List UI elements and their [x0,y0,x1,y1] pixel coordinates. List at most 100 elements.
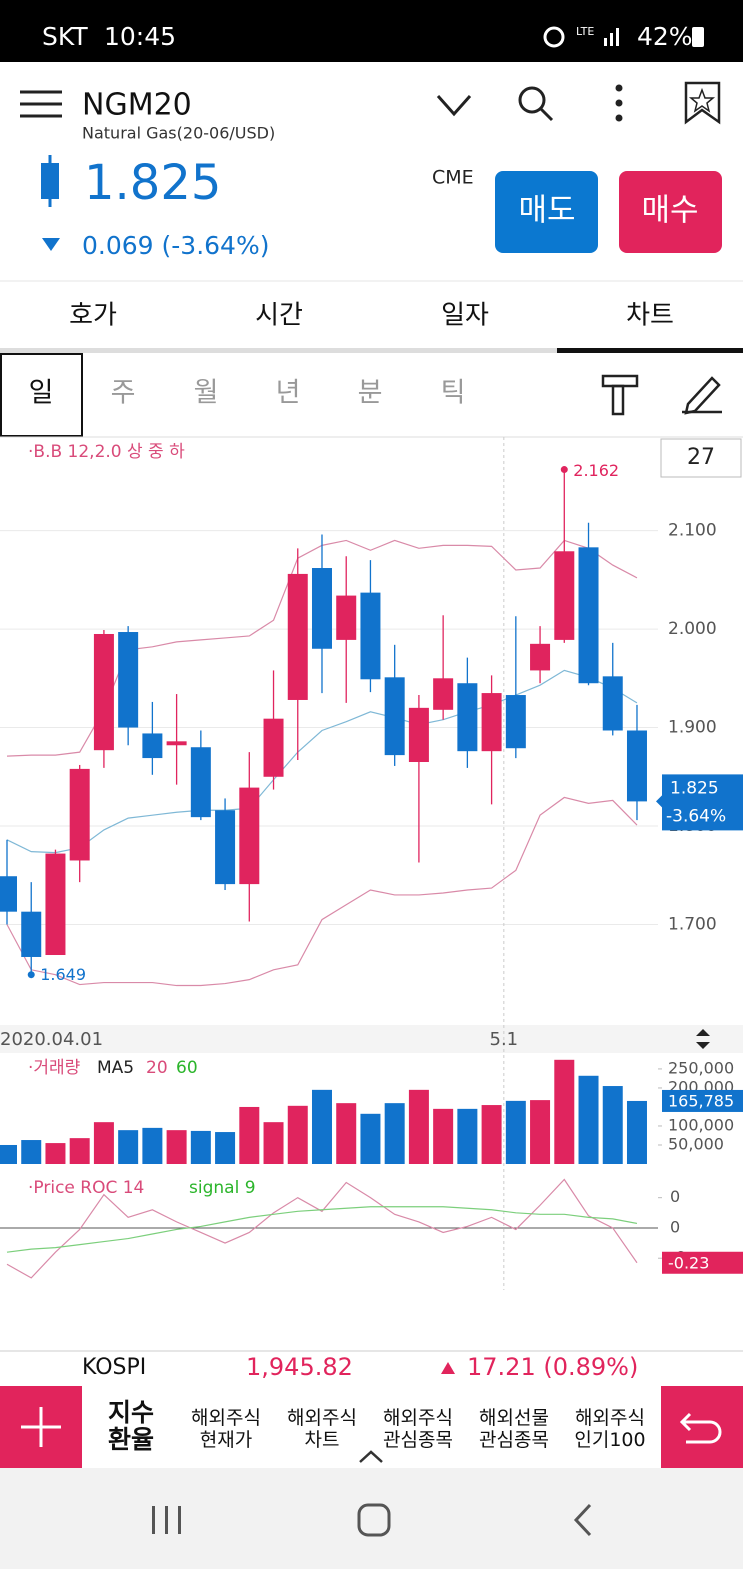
volume-bar [554,1059,575,1164]
volume-bar [21,1140,42,1164]
roc-last: -0.23 [668,1253,709,1272]
volume-bar [457,1108,478,1164]
roc-badge [662,1251,743,1274]
last-change: -3.64% [666,806,726,826]
indicator-tool-icon[interactable] [601,374,639,416]
candle-body [408,707,429,763]
system-nav [0,1468,743,1569]
candle-body [45,853,66,956]
period[interactable]: 주 [111,378,136,409]
period[interactable]: 분 [358,378,383,409]
candle-body [578,547,599,684]
tab[interactable]: 일자 [441,301,489,331]
back-icon [679,1412,722,1444]
carrier: SKT [42,22,88,51]
more-icon[interactable] [615,84,623,122]
period[interactable]: 월 [194,378,219,409]
down-arrow [42,238,60,251]
nav-item-line: 해외선물 [479,1407,549,1429]
up-arrow [441,1362,455,1374]
tab[interactable]: 호가 [69,301,117,331]
volume-bar [336,1103,357,1164]
tab[interactable]: 차트 [626,301,674,331]
back-nav-icon[interactable] [573,1503,592,1537]
search-icon[interactable] [518,86,554,122]
resize-icon[interactable] [696,1029,710,1049]
expand-icon[interactable] [359,1450,383,1463]
y-tick-label: 0 [670,1217,680,1236]
sell-button[interactable] [495,171,598,253]
tab-track [0,348,743,353]
ticker-value: 1,945.82 [246,1353,353,1381]
exchange: CME [432,167,474,189]
nav-item[interactable]: 해외주식 인기100 [574,1407,645,1451]
bb-label: ·B.B 12,2.0 상 중 하 [28,442,185,462]
y-tick-label: 1.700 [668,914,717,934]
clock: 10:45 [104,22,176,51]
candle-body [626,730,647,802]
candle-body [457,683,478,752]
badge-pointer [656,795,662,808]
ticker-change: 17.21 (0.89%) [467,1353,638,1381]
nav-item[interactable]: 해외주식 관심종목 [383,1407,453,1451]
date-label: 5.1 [490,1029,519,1050]
date-row [0,1025,743,1053]
nav-item[interactable]: 해외주식 차트 [287,1407,357,1451]
high-marker [560,466,568,474]
candle-body [554,551,575,640]
menu-icon[interactable] [20,90,62,118]
back-button[interactable] [661,1386,743,1468]
candle-body [118,632,139,728]
volume-ma20: 20 [146,1058,168,1078]
period-selected[interactable] [0,353,83,437]
date-label: 2020.04.01 [0,1029,103,1050]
nav-item[interactable]: 해외주식 현재가 [191,1407,261,1451]
period[interactable]: 년 [276,378,301,409]
recents-icon[interactable] [152,1506,181,1534]
volume-bar [142,1127,163,1164]
volume-bar [93,1122,114,1164]
battery: 42% [637,22,693,51]
nav-item[interactable]: 해외선물 관심종목 [479,1407,549,1451]
candle-body [433,678,454,710]
volume-label: ·거래량 [28,1058,81,1078]
candle-body [481,693,502,752]
candle-body [505,695,526,749]
candle-icon [41,155,59,207]
volume-bar [190,1130,211,1164]
instrument-name: Natural Gas(20-06/USD) [82,124,275,143]
nav-item-line: 관심종목 [479,1429,549,1451]
buy-button[interactable] [619,171,722,253]
volume-bar [530,1100,551,1164]
sell-label: 매도 [518,193,575,229]
count-box[interactable] [660,438,742,478]
candle-body [215,810,236,885]
draw-tool-icon[interactable] [682,376,722,415]
y-tick-label: 0 [670,1187,680,1206]
low-label: 1.649 [40,965,86,984]
volume-ma60: 60 [176,1058,198,1078]
ticker-name: KOSPI [82,1355,146,1380]
symbol: NGM20 [82,88,192,123]
home-icon[interactable] [357,1503,391,1537]
dropdown-icon[interactable] [436,95,472,117]
period[interactable]: 일 [29,378,54,409]
last-price: 1.825 [670,778,719,798]
volume-badge [662,1089,743,1112]
volume-bar [505,1100,526,1164]
bookmark-icon[interactable] [684,81,721,125]
volume-bar [45,1143,66,1164]
nav-item[interactable]: 지수 환율 [108,1398,154,1454]
candle-body [263,718,284,777]
tab-indicator [557,348,743,353]
high-label: 2.162 [573,461,619,480]
tab[interactable]: 시간 [255,301,303,331]
y-tick-label: 2.100 [668,521,717,541]
volume-bar [166,1130,187,1164]
nav-item-line: 해외주식 [287,1407,357,1429]
bb_lower [6,796,638,987]
svg-text:LTE: LTE [576,25,594,38]
y-tick-label: 250,000 [668,1058,734,1077]
period[interactable]: 틱 [441,378,466,409]
volume-bar [0,1144,17,1164]
